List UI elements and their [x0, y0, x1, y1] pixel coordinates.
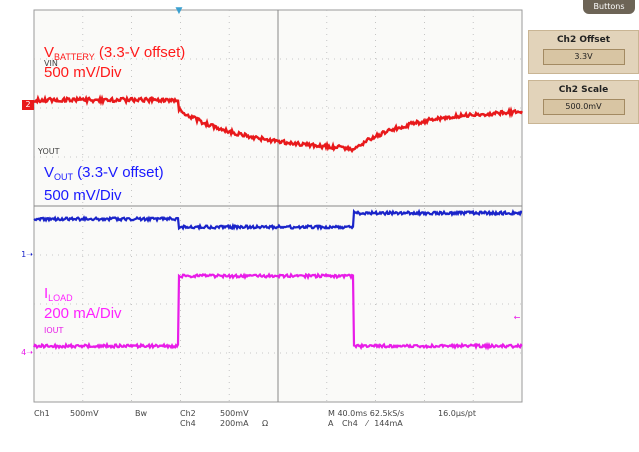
- ch2-level-marker[interactable]: 2: [22, 100, 34, 110]
- ch2-offset-value[interactable]: 3.3V: [543, 49, 625, 65]
- output-voltage-label: VOUT (3.3-V offset): [44, 165, 164, 180]
- ch4-label[interactable]: Ch4: [180, 419, 196, 428]
- ch2-offset-title: Ch2 Offset: [529, 35, 638, 45]
- battery-scale-label: 500 mV/Div: [44, 65, 122, 80]
- ch1-label[interactable]: Ch1: [34, 409, 50, 418]
- battery-offset-text: (3.3-V offset): [95, 44, 186, 61]
- ch1-level-marker[interactable]: 1➝: [20, 250, 34, 260]
- load-current-label: ILOAD: [44, 286, 73, 301]
- ch1-scale[interactable]: 500mV: [70, 409, 99, 418]
- trigger-channel: Ch4: [342, 419, 358, 428]
- ch2-offset-button[interactable]: Ch2 Offset 3.3V: [528, 30, 639, 74]
- output-scale-label: 500 mV/Div: [44, 188, 122, 203]
- load-current-sub: LOAD: [48, 293, 73, 303]
- ch4-scale[interactable]: 200mA: [220, 419, 249, 428]
- ch4-level-marker[interactable]: 4➝: [20, 348, 34, 358]
- output-voltage-sub: OUT: [54, 172, 73, 182]
- battery-voltage-label: VBATTERY (3.3-V offset): [44, 45, 185, 60]
- arrow-right-icon: ➝: [26, 250, 33, 259]
- record-points-readout: 16.0µs/pt: [438, 409, 476, 418]
- vout-trace-label: YOUT: [38, 148, 60, 156]
- battery-voltage-sub: BATTERY: [54, 52, 95, 62]
- ch2-scale[interactable]: 500mV: [220, 409, 249, 418]
- ch2-scale-button[interactable]: Ch2 Scale 500.0mV: [528, 80, 639, 124]
- battery-voltage-main: V: [44, 44, 54, 61]
- trigger-position-icon[interactable]: ▼: [174, 6, 184, 16]
- timebase-readout[interactable]: M 40.0ms 62.5kS/s: [328, 409, 404, 418]
- output-offset-text: (3.3-V offset): [73, 164, 164, 181]
- trigger-level-arrow-icon[interactable]: ←: [511, 313, 523, 323]
- trigger-readout[interactable]: A Ch4 ⁄ 144mA: [328, 419, 403, 428]
- trigger-level: 144mA: [374, 419, 403, 428]
- iout-trace-label: IOUT: [44, 327, 63, 335]
- ch2-label[interactable]: Ch2: [180, 409, 196, 418]
- arrow-right-icon: ➝: [26, 348, 33, 357]
- trigger-slope-icon: ⁄: [366, 419, 367, 428]
- ch4-impedance: Ω: [262, 419, 268, 428]
- load-scale-label: 200 mA/Div: [44, 306, 122, 321]
- output-voltage-main: V: [44, 164, 54, 181]
- ch2-scale-value[interactable]: 500.0mV: [543, 99, 625, 115]
- ch2-scale-title: Ch2 Scale: [529, 85, 638, 95]
- trigger-prefix: A: [328, 419, 333, 428]
- buttons-tab[interactable]: Buttons: [583, 0, 635, 14]
- bandwidth-limit: Bw: [135, 409, 147, 418]
